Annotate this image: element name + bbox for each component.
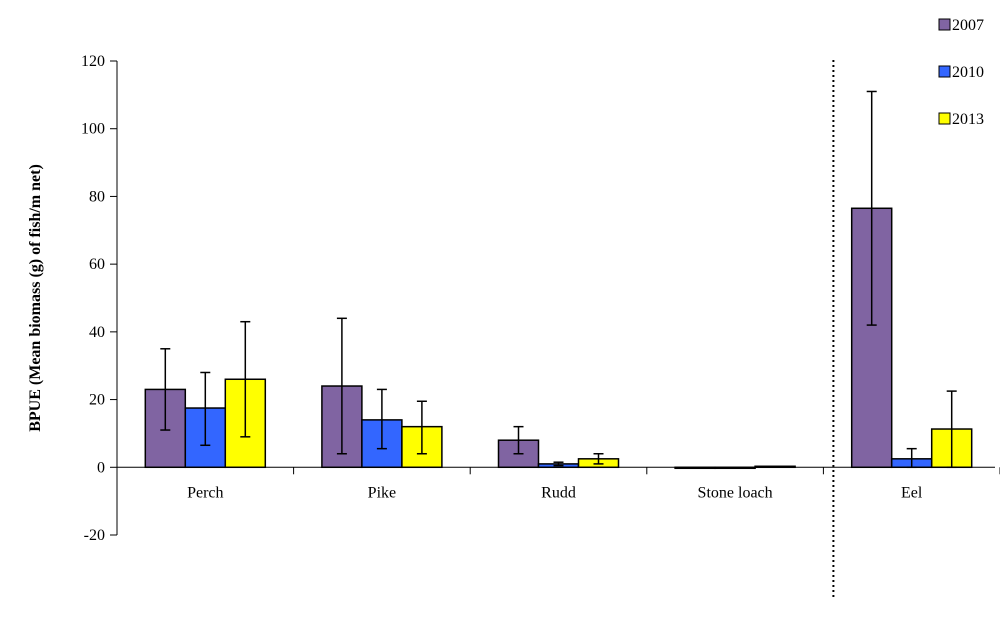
y-tick-label: 80 [89, 188, 105, 205]
y-ticks: -20 0 20 40 60 80 100 120 [81, 53, 117, 544]
x-category-label: Pike [368, 484, 396, 501]
legend: 2007 2010 2013 [938, 17, 984, 128]
x-category-label: Stone loach [698, 484, 773, 501]
y-tick-label: 100 [81, 121, 105, 138]
y-tick-label: 0 [97, 459, 105, 476]
y-tick-label: 20 [89, 392, 105, 409]
legend-label-2013: 2013 [952, 111, 984, 128]
bars [144, 207, 973, 470]
y-tick-label: 60 [89, 256, 105, 273]
y-axis-label: BPUE (Mean biomass (g) of fish/m net) [27, 164, 44, 432]
legend-swatch-2013 [938, 112, 951, 125]
legend-label-2007: 2007 [952, 17, 984, 34]
legend-swatch-2007 [938, 18, 951, 31]
bar-stone-loach-2010 [714, 466, 756, 470]
x-category-label: Eel [901, 484, 923, 501]
legend-swatch-2010 [938, 65, 951, 78]
x-category-ticks: Perch Pike Rudd Stone loach Eel [187, 467, 1000, 501]
error-bars [160, 90, 957, 469]
bar-stone-loach-2013 [754, 465, 796, 469]
bar-stone-loach-2007 [674, 466, 716, 470]
y-tick-label: 40 [89, 324, 105, 341]
x-category-label: Perch [187, 484, 223, 501]
legend-label-2010: 2010 [952, 64, 984, 81]
x-category-label: Rudd [541, 484, 576, 501]
y-tick-label: -20 [84, 527, 105, 544]
y-tick-label: 120 [81, 53, 105, 70]
